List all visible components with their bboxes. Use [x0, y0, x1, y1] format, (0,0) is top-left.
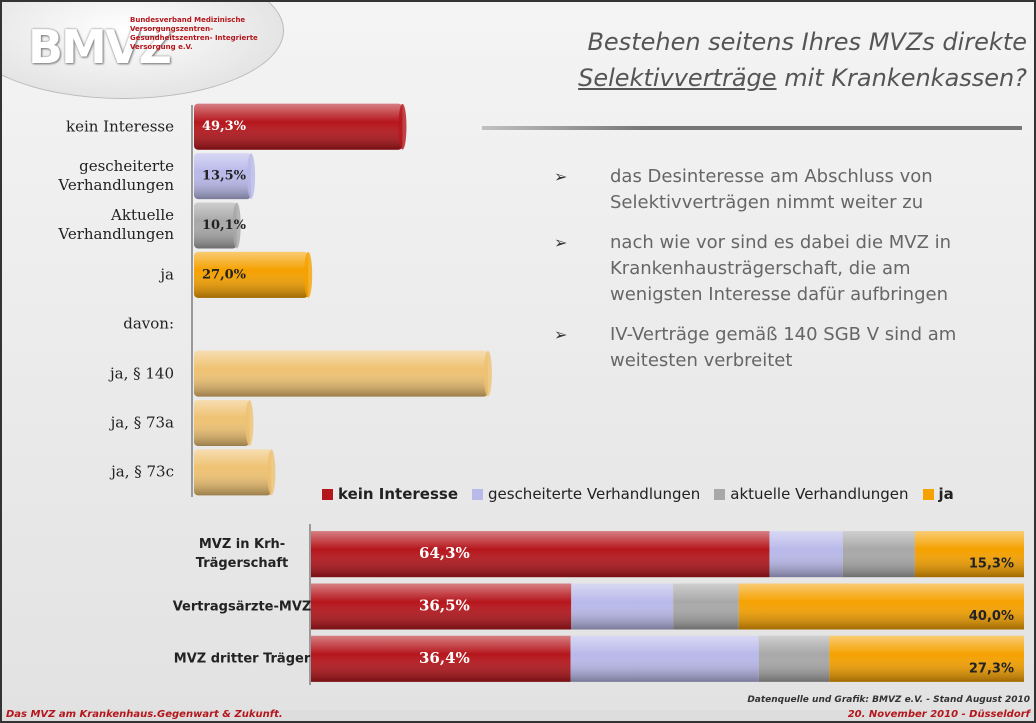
value-label: 15,3%: [969, 557, 1014, 572]
footer-right: 20. November 2010 - Düsseldorf: [847, 709, 1030, 720]
bar-cap: [267, 449, 276, 496]
bar-shading: [758, 635, 830, 682]
value-label: 36,5%: [419, 597, 470, 615]
category-label: MVZ dritter Träger: [173, 651, 311, 667]
legend-swatch: [714, 488, 726, 500]
legend-swatch: [322, 488, 333, 500]
bar-cap: [245, 399, 254, 446]
legend-item: kein Interesse: [322, 485, 458, 503]
bar-cap: [232, 202, 241, 249]
legend-swatch: [922, 488, 934, 500]
bar-shading: [769, 531, 843, 578]
bar-shading: [194, 449, 272, 496]
bar-shading: [311, 531, 770, 578]
bar-shading: [194, 399, 250, 446]
legend-swatch: [472, 488, 483, 500]
category-label: ja: [160, 265, 174, 284]
logo: BMVZ: [28, 20, 172, 74]
bullet: das Desinteresse am Abschluss von Selekt…: [554, 164, 994, 216]
legend-item: gescheiterte Verhandlungen: [472, 485, 700, 503]
value-label: 10,1%: [202, 218, 247, 233]
value-label: 49,3%: [202, 119, 247, 134]
category-label: ja, § 140: [109, 364, 174, 383]
value-label: 40,0%: [969, 609, 1014, 624]
bar-shading: [914, 531, 1024, 578]
category-label: MVZ in Krh-Trägerschaft: [195, 537, 289, 572]
source: Datenquelle und Grafik: BMVZ e.V. - Stan…: [747, 695, 1030, 705]
bar-shading: [194, 350, 488, 397]
legend-label: kein Interesse: [338, 485, 458, 503]
organization: Bundesverband Medizinische Versorgungsze…: [130, 16, 258, 51]
category-label: Vertragsärzte-MVZ: [172, 599, 312, 614]
value-label: 64,3%: [419, 544, 470, 562]
legend: kein Interesse gescheiterte Verhandlungen…: [322, 485, 954, 503]
bar-shading: [570, 635, 759, 682]
bar-shading: [311, 583, 572, 630]
title: Bestehen seitens Ihres MVZs direkte Selek…: [492, 24, 1027, 96]
bar-shading: [194, 251, 309, 298]
bar-shading: [738, 583, 1024, 630]
divider: [482, 126, 1022, 130]
legend-label: gescheiterte Verhandlungen: [488, 485, 701, 503]
bar-shading: [194, 103, 403, 150]
footer-bar: [2, 710, 1034, 721]
bullet: IV-Verträge gemäß 140 SGB V sind am weit…: [554, 322, 994, 374]
title-part: mit Krankenkassen?: [784, 64, 1027, 92]
title-part: Bestehen seitens Ihres MVZs direkte: [587, 28, 1027, 56]
bar-cap: [398, 103, 407, 150]
legend-item: aktuelle Verhandlungen: [714, 485, 909, 503]
value-label: 36,4%: [419, 649, 470, 667]
bar-shading: [829, 635, 1024, 682]
category-label: ja, § 73c: [111, 462, 174, 481]
category-label: davon:: [123, 314, 174, 333]
category-label: gescheiterte Verhandlungen: [58, 157, 174, 195]
bar-shading: [311, 635, 571, 682]
bar-shading: [673, 583, 739, 630]
bar-shading: [571, 583, 674, 630]
bar-cap: [304, 251, 313, 298]
category-label: kein Interesse: [65, 117, 174, 136]
value-label: 13,5%: [202, 169, 247, 184]
bar-shading: [842, 531, 915, 578]
footer-left: Das MVZ am Krankenhaus.Gegenwart & Zukun…: [6, 709, 283, 720]
legend-item: ja: [922, 485, 954, 503]
bar-shading: [194, 153, 252, 200]
category-label: Aktuelle Verhandlungen: [58, 206, 174, 244]
bullet: nach wie vor sind es dabei die MVZ in Kr…: [554, 230, 994, 308]
bar-cap: [483, 350, 492, 397]
title-part: Selektivverträge: [578, 64, 777, 92]
bar-cap: [247, 153, 256, 200]
legend-label: ja: [938, 485, 954, 503]
bullet-list: das Desinteresse am Abschluss von Selekt…: [554, 164, 994, 388]
value-label: 27,3%: [969, 661, 1014, 676]
bar-shading: [194, 202, 237, 249]
legend-label: aktuelle Verhandlungen: [730, 485, 909, 503]
category-label: ja, § 73a: [110, 413, 174, 432]
value-label: 27,0%: [202, 267, 247, 282]
